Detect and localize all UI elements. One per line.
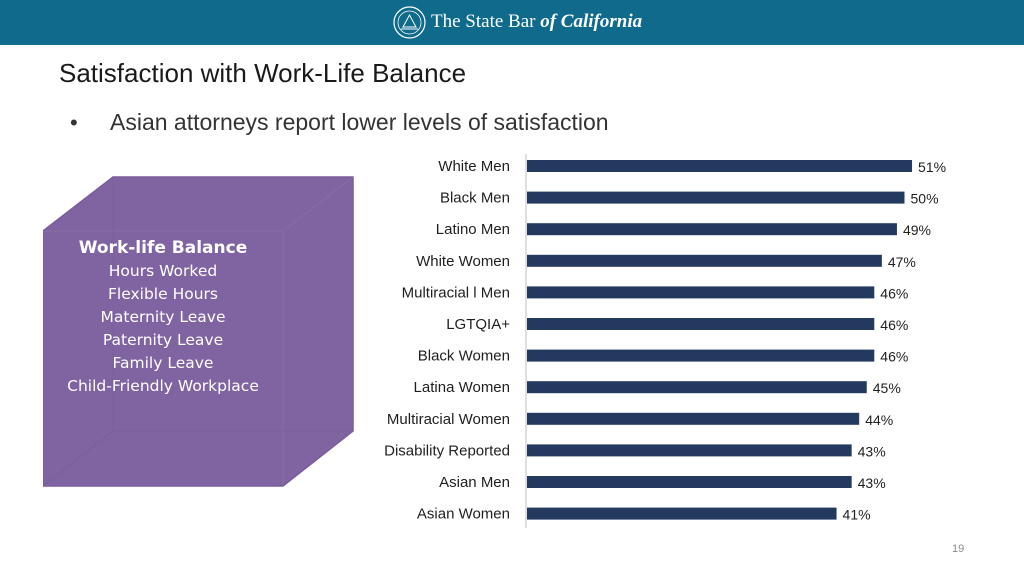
category-label: LGTQIA+ (446, 316, 510, 333)
category-label: Black Men (440, 190, 510, 207)
state-bar-seal-icon (393, 6, 426, 39)
bar (527, 286, 875, 299)
header-bar: The State Bar of California (0, 0, 1024, 45)
bar (527, 381, 867, 394)
category-label: Latino Men (436, 221, 510, 238)
value-label: 46% (880, 285, 908, 301)
value-label: 45% (873, 380, 901, 396)
work-life-balance-cube (43, 176, 354, 487)
org-name-part2: of California (540, 11, 643, 32)
value-label: 50% (911, 191, 939, 207)
slide-subtitle: Asian attorneys report lower levels of s… (110, 109, 609, 135)
category-label: Multiracial l Men (402, 284, 510, 301)
page-number: 19 (952, 543, 965, 555)
value-label: 49% (903, 222, 931, 238)
cube-item: Paternity Leave (102, 331, 224, 349)
bar (527, 160, 913, 172)
value-label: 46% (880, 317, 908, 333)
category-label: Latina Women (414, 379, 510, 396)
category-label: Asian Women (417, 506, 510, 523)
bar (527, 191, 905, 204)
bar (527, 476, 852, 488)
bar (527, 223, 897, 236)
bar (527, 254, 882, 267)
org-name: The State Bar of California (431, 10, 642, 34)
value-label: 51% (918, 159, 946, 175)
category-label: Asian Men (439, 474, 510, 491)
cube-item: Family Leave (112, 354, 214, 372)
value-label: 44% (865, 412, 893, 428)
value-label: 47% (888, 254, 916, 270)
cube-item: Child-Friendly Workplace (67, 377, 259, 395)
value-label: 46% (880, 349, 908, 365)
cube-text: Work-life Balance Hours Worked Flexible … (43, 236, 283, 398)
org-name-part1: The State Bar (431, 11, 541, 32)
bar (527, 318, 875, 330)
bar (527, 507, 837, 520)
category-label: Disability Reported (384, 442, 510, 459)
category-label: Multiracial Women (387, 411, 510, 428)
slide-title: Satisfaction with Work-Life Balance (59, 58, 467, 88)
bar (527, 444, 852, 457)
cube-item: Flexible Hours (108, 285, 218, 303)
category-label: White Women (416, 253, 510, 270)
bullet-glyph: • (70, 110, 78, 135)
category-label: White Men (438, 158, 510, 175)
value-label: 43% (858, 475, 886, 491)
cube-heading: Work-life Balance (78, 238, 248, 258)
cube-item: Hours Worked (108, 262, 218, 280)
category-label: Black Women (418, 348, 510, 365)
cube-item: Maternity Leave (100, 308, 226, 326)
bar (527, 349, 875, 362)
value-label: 41% (843, 507, 871, 523)
value-label: 43% (858, 443, 886, 459)
bar (527, 412, 860, 425)
